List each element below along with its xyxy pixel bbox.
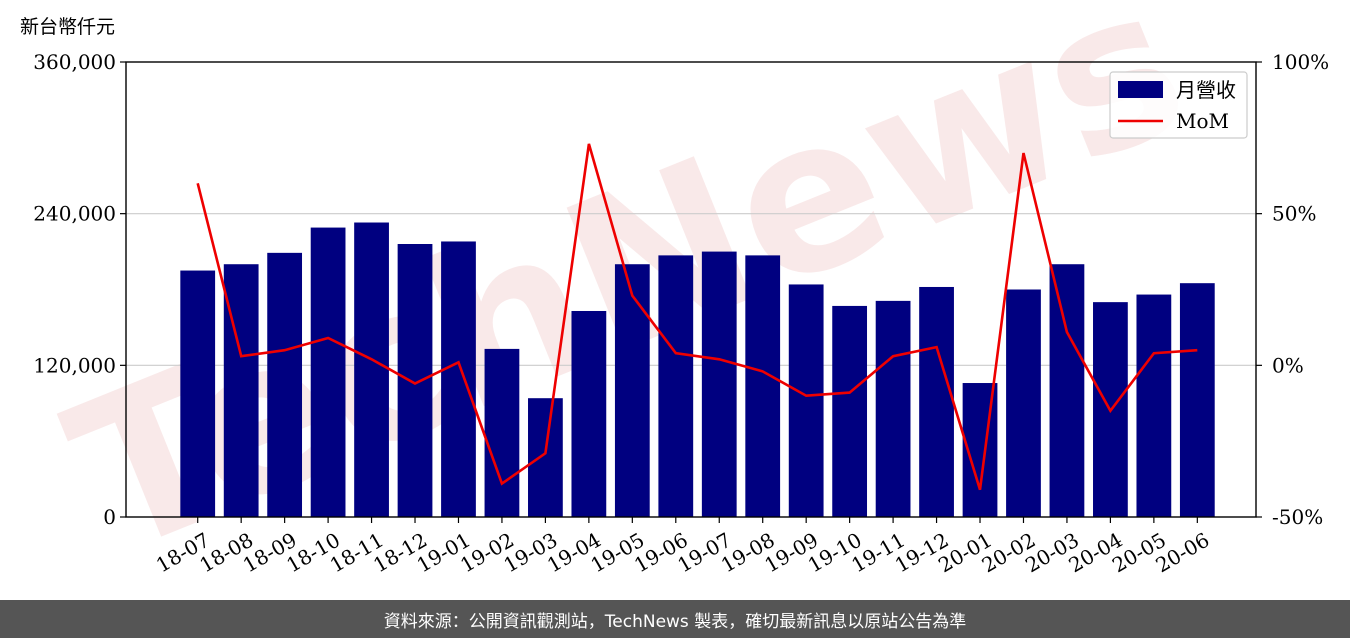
bar-18-12 [397,244,433,517]
bar-19-04 [571,310,607,517]
footer-text: 資料來源：公開資訊觀測站，TechNews 製表，確切最新訊息以原站公告為準 [383,611,967,632]
legend-label-revenue: 月營收 [1176,78,1236,102]
right-tick-label: 0% [1272,353,1304,377]
revenue-chart: 新台幣仟元 TechNews 0120,000240,000360,000-50… [20,0,1329,602]
bar-19-12 [919,286,954,517]
bar-19-05 [614,264,650,517]
left-tick-label: 120,000 [33,353,116,377]
left-tick-label: 240,000 [33,202,116,226]
chart-area: 新台幣仟元 TechNews 0120,000240,000360,000-50… [20,0,1329,602]
bar-20-03 [1049,264,1085,517]
bar-19-09 [788,284,824,517]
source-footer: 資料來源：公開資訊觀測站，TechNews 製表，確切最新訊息以原站公告為準 [0,600,1350,638]
bar-19-01 [441,241,476,517]
bar-20-02 [1006,289,1041,517]
bar-20-06 [1179,283,1215,517]
left-tick-label: 0 [103,505,116,529]
mom-line [196,143,1198,491]
bar-19-06 [658,255,694,517]
bar-18-09 [267,252,303,517]
legend-label-mom: MoM [1176,109,1229,133]
bar-18-08 [223,264,259,517]
bar-18-07 [180,270,216,517]
bar-20-05 [1136,294,1172,517]
right-tick-label: -50% [1272,505,1323,529]
unit-label: 新台幣仟元 [20,16,115,38]
bar-series [180,222,1215,518]
bar-19-10 [832,305,868,517]
legend: 月營收 MoM [1109,71,1248,139]
mom-line-series [196,143,1198,491]
right-tick-label: 50% [1272,202,1316,226]
legend-bar-swatch [1118,81,1163,98]
bar-18-11 [354,222,389,517]
bar-18-10 [310,227,346,517]
bar-19-08 [745,255,781,517]
bar-19-07 [701,251,737,518]
plot-frame [125,61,1257,518]
bar-19-02 [484,348,520,517]
left-tick-label: 360,000 [33,50,116,74]
bar-19-03 [528,398,563,517]
right-tick-label: 100% [1272,50,1329,74]
bar-19-11 [875,300,911,517]
